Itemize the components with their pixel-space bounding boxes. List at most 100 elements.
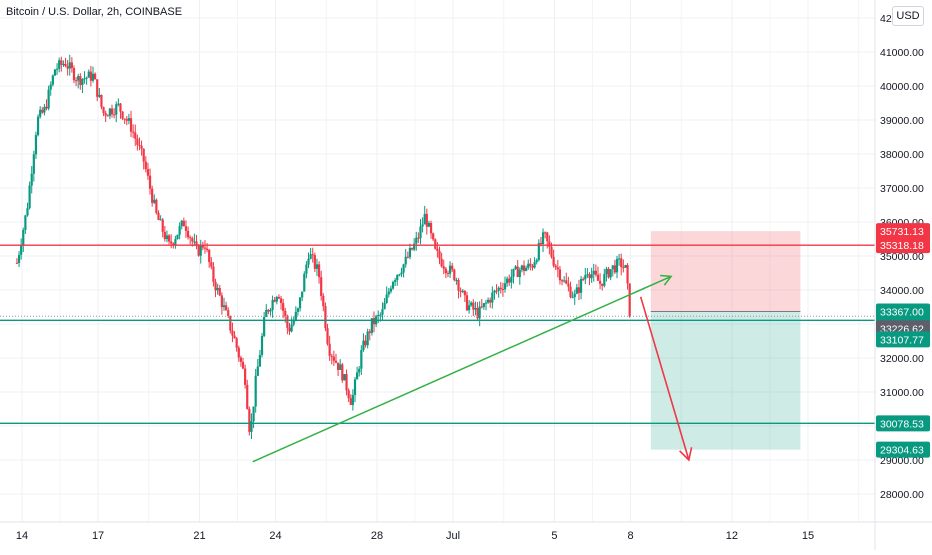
candle	[246, 379, 249, 410]
candle-body	[119, 103, 122, 112]
candle-body	[87, 71, 90, 78]
candle-body	[465, 295, 469, 311]
candle-body	[205, 248, 209, 250]
candle	[448, 261, 452, 278]
candle	[510, 269, 513, 289]
candle-body	[125, 119, 128, 121]
candle-body	[85, 77, 88, 79]
candle	[499, 282, 502, 294]
candle	[134, 124, 137, 146]
candle-body	[74, 80, 78, 82]
stop-price-tag: 35731.13	[880, 226, 924, 238]
candle	[467, 300, 471, 314]
candle-body	[489, 299, 492, 303]
candle-body	[254, 375, 257, 407]
candle	[214, 278, 217, 298]
candle	[341, 362, 344, 383]
candle	[575, 283, 578, 295]
candle	[210, 257, 213, 270]
candle-body	[611, 265, 614, 270]
candle-body	[123, 118, 126, 120]
candle	[265, 304, 268, 318]
candle	[79, 73, 82, 90]
candle-body	[294, 311, 297, 320]
candle	[184, 220, 188, 238]
candle-body	[618, 258, 621, 260]
candle-body	[290, 324, 293, 332]
candle	[279, 295, 283, 310]
candle	[146, 162, 150, 180]
candle	[336, 362, 340, 377]
candle	[603, 268, 606, 288]
candle-body	[370, 318, 373, 333]
candle-body	[529, 263, 532, 266]
candle	[222, 297, 226, 311]
candle	[594, 264, 597, 277]
candle-body	[404, 256, 407, 265]
candle-body	[252, 406, 255, 422]
candle	[358, 366, 361, 377]
candle-body	[113, 114, 116, 116]
candle	[432, 232, 435, 242]
candle	[121, 111, 124, 121]
level-tag-green-2-bg	[876, 415, 930, 432]
candle	[176, 234, 179, 240]
candle	[474, 301, 477, 316]
candle-body	[279, 298, 283, 304]
candle	[400, 267, 403, 278]
projection-arrowhead	[679, 447, 693, 462]
candle	[620, 253, 623, 276]
candle-body	[140, 145, 143, 149]
candle	[174, 235, 177, 249]
candle	[77, 73, 80, 89]
candle-body	[491, 292, 494, 303]
candle-body	[525, 267, 528, 271]
candle	[68, 54, 71, 76]
stop-price-tag-bg	[876, 223, 930, 240]
candle	[558, 266, 562, 285]
candle	[362, 333, 365, 352]
candle-body	[121, 111, 124, 119]
candle-body	[332, 356, 335, 361]
candle-body	[239, 357, 242, 362]
candle	[372, 311, 376, 333]
candle-body	[81, 78, 84, 86]
candle	[582, 277, 585, 282]
candle-body	[391, 281, 395, 289]
candle-body	[381, 309, 384, 315]
candle-body	[457, 279, 460, 291]
candle	[317, 261, 321, 284]
candle	[493, 289, 496, 300]
candle	[151, 185, 154, 207]
candle-body	[440, 258, 443, 267]
candle	[288, 322, 291, 335]
candle	[605, 266, 608, 282]
candle-body	[193, 241, 196, 243]
candle	[64, 57, 67, 68]
candle-body	[537, 242, 540, 261]
candle	[360, 345, 363, 376]
candle-body	[383, 302, 386, 310]
candle-body	[91, 73, 95, 81]
target-price-tag-bg	[876, 441, 930, 458]
candle-body	[582, 279, 585, 281]
candle-body	[64, 63, 67, 67]
candle-body	[311, 254, 314, 256]
candle-body	[26, 208, 29, 216]
candle	[96, 79, 99, 102]
candle-body	[446, 273, 450, 275]
candle	[592, 263, 595, 282]
y-tick-label: 38000.00	[880, 149, 924, 161]
candle	[22, 227, 25, 252]
candle	[123, 118, 126, 125]
candle-body	[510, 276, 513, 283]
candle	[560, 278, 564, 286]
candle-body	[317, 264, 321, 278]
candle-body	[277, 296, 281, 299]
currency-button[interactable]: USD	[892, 6, 924, 26]
candle	[20, 238, 23, 260]
candle-body	[389, 288, 393, 292]
y-tick-label: 29000.00	[880, 455, 924, 467]
